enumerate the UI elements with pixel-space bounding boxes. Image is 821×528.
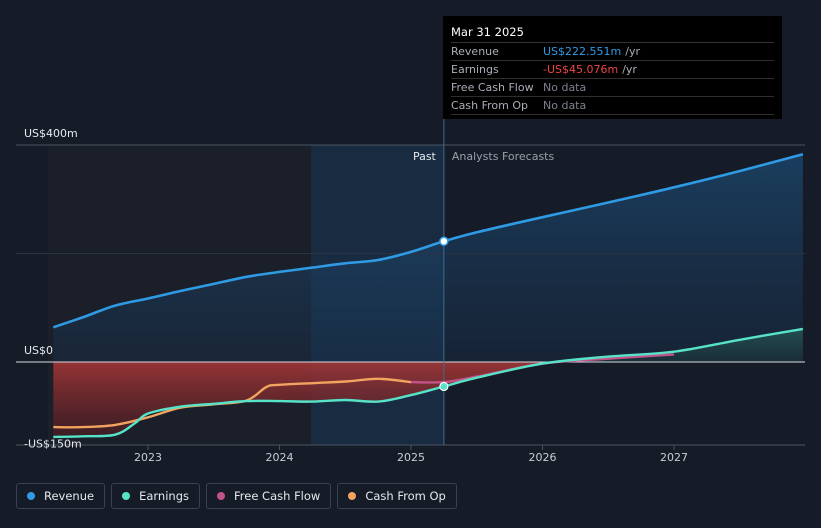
revenue-dot-icon <box>27 492 35 500</box>
tooltip-value: -US$45.076m <box>543 63 619 76</box>
legend-item-revenue[interactable]: Revenue <box>16 483 106 509</box>
legend-label: Earnings <box>139 489 189 503</box>
tooltip-label: Revenue <box>451 45 499 58</box>
tooltip-value: US$222.551m <box>543 45 622 58</box>
tooltip-date: Mar 31 2025 <box>451 22 774 43</box>
x-tick-label: 2025 <box>397 451 425 464</box>
earnings-marker[interactable] <box>439 381 449 392</box>
tooltip-label: Earnings <box>451 63 499 76</box>
legend-label: Cash From Op <box>365 489 446 503</box>
earnings-dot-icon <box>122 492 131 500</box>
y-tick-label: US$400m <box>24 127 78 140</box>
revenue-area <box>53 154 803 362</box>
chart-legend: Revenue Earnings Free Cash Flow Cash Fro… <box>16 483 457 509</box>
tooltip-value: No data <box>543 99 587 112</box>
y-tick-label: -US$150m <box>24 437 82 450</box>
tooltip-row-free-cash-flow: Free Cash Flow No data <box>451 79 774 97</box>
legend-item-earnings[interactable]: Earnings <box>111 483 200 509</box>
x-tick-label: 2023 <box>134 451 162 464</box>
x-tick-label: 2026 <box>529 451 557 464</box>
x-tick-label: 2027 <box>660 451 688 464</box>
legend-item-free-cash-flow[interactable]: Free Cash Flow <box>206 483 332 509</box>
tooltip-row-revenue: Revenue US$222.551m /yr <box>451 43 774 61</box>
revenue-line <box>52 152 804 329</box>
tooltip-value: No data <box>543 81 587 94</box>
tooltip-unit: /yr <box>625 45 640 58</box>
tooltip-label: Cash From Op <box>451 99 529 112</box>
legend-label: Free Cash Flow <box>234 489 321 503</box>
x-tick-label: 2024 <box>266 451 294 464</box>
y-tick-label: US$0 <box>24 344 53 357</box>
tooltip-row-cash-from-op: Cash From Op No data <box>451 97 774 115</box>
free-cash-flow-dot-icon <box>217 492 225 500</box>
forecast-label: Analysts Forecasts <box>452 150 555 163</box>
past-label: Past <box>413 150 437 163</box>
cash-from-op-dot-icon <box>348 492 357 500</box>
earnings-positive-area <box>542 328 803 364</box>
tooltip-label: Free Cash Flow <box>451 81 534 94</box>
earnings-line <box>53 327 804 439</box>
legend-item-cash-from-op[interactable]: Cash From Op <box>337 483 457 509</box>
legend-label: Revenue <box>44 489 95 503</box>
revenue-marker[interactable] <box>439 236 449 247</box>
earnings-negative-area <box>53 362 543 437</box>
tooltip-unit: /yr <box>622 63 637 76</box>
tooltip-row-earnings: Earnings -US$45.076m /yr <box>451 61 774 79</box>
chart-tooltip: Mar 31 2025 Revenue US$222.551m /yr Earn… <box>443 16 782 119</box>
